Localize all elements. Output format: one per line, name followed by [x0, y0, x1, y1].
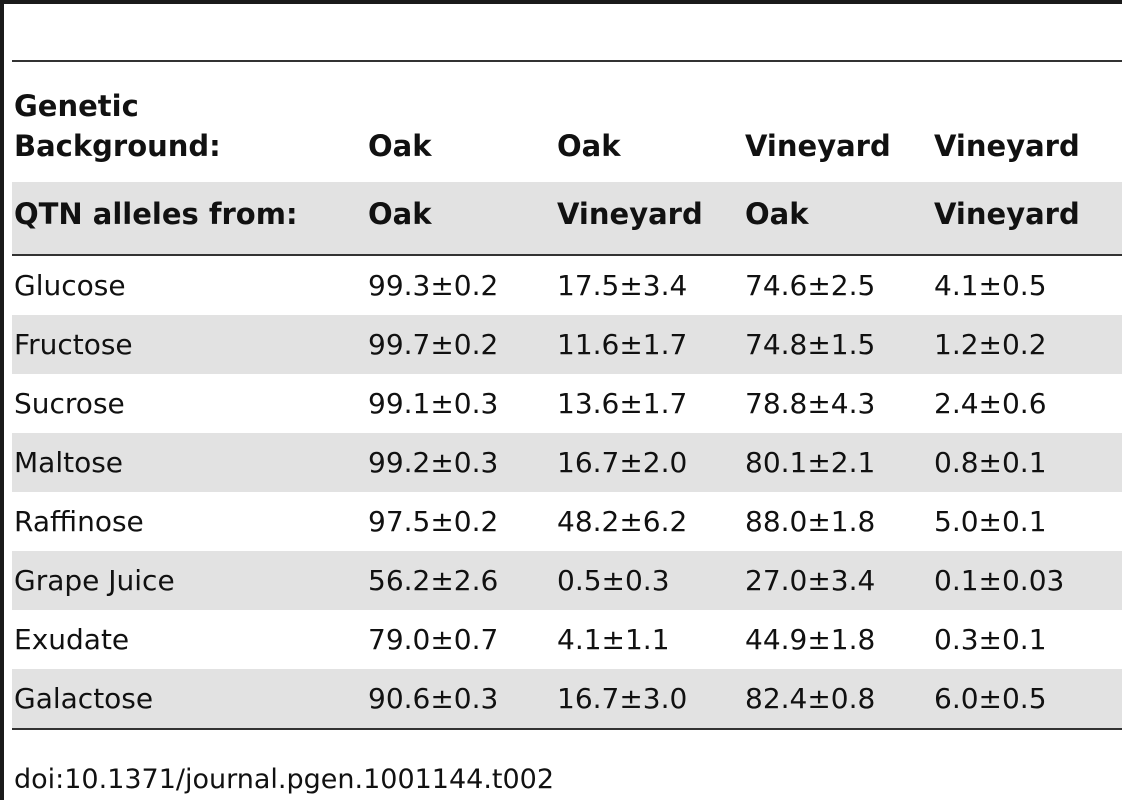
table-cell: 80.1±2.1 [745, 446, 876, 479]
table-top-rule [12, 60, 1122, 62]
qtn-alleles-header-row: QTN alleles from: Oak Vineyard Oak Viney… [12, 182, 1122, 254]
table-cell: 90.6±0.3 [368, 682, 499, 715]
table-row: Galactose 90.6±0.3 16.7±3.0 82.4±0.8 6.0±0.5 [12, 669, 1122, 728]
alleles-col-3: Oak [745, 197, 809, 231]
background-col-4: Vineyard [934, 129, 1080, 163]
table-cell: 48.2±6.2 [557, 505, 688, 538]
table-row: Grape Juice 56.2±2.6 0.5±0.3 27.0±3.4 0.1±0.… [12, 551, 1122, 610]
table-cell: 88.0±1.8 [745, 505, 876, 538]
table-cell: 0.8±0.1 [934, 446, 1047, 479]
table-cell: 74.6±2.5 [745, 269, 876, 302]
top-border [0, 0, 1122, 4]
table-cell: 99.3±0.2 [368, 269, 499, 302]
row-label: Raffinose [14, 505, 144, 538]
doi-caption: doi:10.1371/journal.pgen.1001144.t002 [14, 764, 555, 795]
row-label: Fructose [14, 328, 133, 361]
qtn-alleles-label: QTN alleles from: [14, 197, 298, 231]
table-cell: 99.2±0.3 [368, 446, 499, 479]
table-cell: 27.0±3.4 [745, 564, 876, 597]
table-cell: 16.7±2.0 [557, 446, 688, 479]
background-col-2: Oak [557, 129, 621, 163]
table-cell: 79.0±0.7 [368, 623, 499, 656]
table-row: Maltose 99.2±0.3 16.7±2.0 80.1±2.1 0.8±0.1 [12, 433, 1122, 492]
table-cell: 78.8±4.3 [745, 387, 876, 420]
table-cell: 5.0±0.1 [934, 505, 1047, 538]
row-label: Exudate [14, 623, 130, 656]
genetic-background-header-row: Genetic Background: Oak Oak Vineyard Vin… [12, 62, 1122, 184]
genetic-background-label: Genetic Background: [14, 89, 221, 163]
row-label: Glucose [14, 269, 126, 302]
results-table: Genetic Background: Oak Oak Vineyard Vin… [12, 60, 1122, 730]
alleles-col-2: Vineyard [557, 197, 703, 231]
table-cell: 0.3±0.1 [934, 623, 1047, 656]
table-cell: 11.6±1.7 [557, 328, 688, 361]
row-label: Galactose [14, 682, 154, 715]
table-body: Glucose 99.3±0.2 17.5±3.4 74.6±2.5 4.1±0.5 Fr… [12, 256, 1122, 728]
background-col-3: Vineyard [745, 129, 891, 163]
row-label: Maltose [14, 446, 124, 479]
table-cell: 56.2±2.6 [368, 564, 499, 597]
table-cell: 4.1±1.1 [557, 623, 670, 656]
table-row: Exudate 79.0±0.7 4.1±1.1 44.9±1.8 0.3±0.1 [12, 610, 1122, 669]
table-row: Raffinose 97.5±0.2 48.2±6.2 88.0±1.8 5.0±0.1 [12, 492, 1122, 551]
table-cell: 44.9±1.8 [745, 623, 876, 656]
background-col-1: Oak [368, 129, 432, 163]
header-bottom-rule [12, 254, 1122, 256]
table-cell: 99.7±0.2 [368, 328, 499, 361]
row-label: Grape Juice [14, 564, 175, 597]
table-cell: 13.6±1.7 [557, 387, 688, 420]
row-label: Sucrose [14, 387, 125, 420]
alleles-col-4: Vineyard [934, 197, 1080, 231]
table-bottom-rule [12, 728, 1122, 730]
table-cell: 74.8±1.5 [745, 328, 876, 361]
table-row: Sucrose 99.1±0.3 13.6±1.7 78.8±4.3 2.4±0.6 [12, 374, 1122, 433]
alleles-col-1: Oak [368, 197, 432, 231]
table-cell: 2.4±0.6 [934, 387, 1047, 420]
left-border [0, 0, 4, 800]
table-cell: 97.5±0.2 [368, 505, 499, 538]
table-cell: 82.4±0.8 [745, 682, 876, 715]
table-cell: 6.0±0.5 [934, 682, 1047, 715]
table-row: Fructose 99.7±0.2 11.6±1.7 74.8±1.5 1.2±0.2 [12, 315, 1122, 374]
table-cell: 16.7±3.0 [557, 682, 688, 715]
table-cell: 17.5±3.4 [557, 269, 688, 302]
table-row: Glucose 99.3±0.2 17.5±3.4 74.6±2.5 4.1±0.5 [12, 256, 1122, 315]
table-cell: 0.1±0.03 [934, 564, 1065, 597]
table-cell: 4.1±0.5 [934, 269, 1047, 302]
table-cell: 99.1±0.3 [368, 387, 499, 420]
table-cell: 0.5±0.3 [557, 564, 670, 597]
table-cell: 1.2±0.2 [934, 328, 1047, 361]
